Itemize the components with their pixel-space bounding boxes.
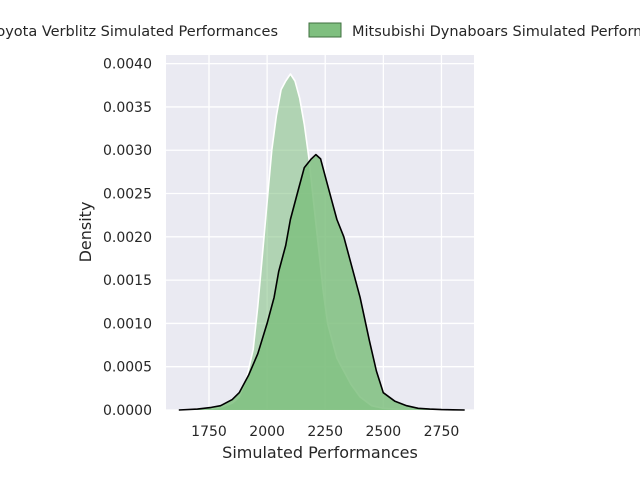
y-tick-label: 0.0015 — [103, 273, 152, 289]
x-tick-label: 2000 — [249, 424, 285, 440]
y-tick-label: 0.0005 — [103, 360, 152, 376]
y-tick-labels: 0.0000 0.0005 0.0010 0.0015 0.0020 0.0025 0.00… — [103, 57, 152, 419]
legend-label-toyota: Toyota Verblitz Simulated Performances — [0, 24, 278, 40]
x-axis-label: Simulated Performances — [222, 443, 418, 462]
legend-swatch-mitsubishi — [308, 22, 342, 38]
y-tick-label: 0.0030 — [103, 143, 152, 159]
x-tick-label: 2500 — [366, 424, 402, 440]
legend-label-mitsubishi: Mitsubishi Dynaboars Simulated Performan… — [352, 24, 640, 40]
density-areas — [178, 73, 465, 411]
y-tick-label: 0.0035 — [103, 100, 152, 116]
x-tick-label: 2250 — [307, 424, 343, 440]
x-tick-label: 2750 — [424, 424, 460, 440]
y-tick-label: 0.0020 — [103, 230, 152, 246]
x-tick-labels: 1750 2000 2250 2500 2750 — [191, 424, 459, 440]
y-axis-label: Density — [76, 202, 95, 263]
y-tick-label: 0.0025 — [103, 187, 152, 203]
legend: Toyota Verblitz Simulated Performances M… — [0, 22, 640, 40]
density-area-toyota — [178, 154, 465, 410]
y-tick-label: 0.0000 — [103, 403, 152, 419]
x-tick-label: 1750 — [191, 424, 227, 440]
y-tick-label: 0.0010 — [103, 316, 152, 332]
y-tick-label: 0.0040 — [103, 57, 152, 73]
density-line-toyota — [178, 153, 465, 411]
